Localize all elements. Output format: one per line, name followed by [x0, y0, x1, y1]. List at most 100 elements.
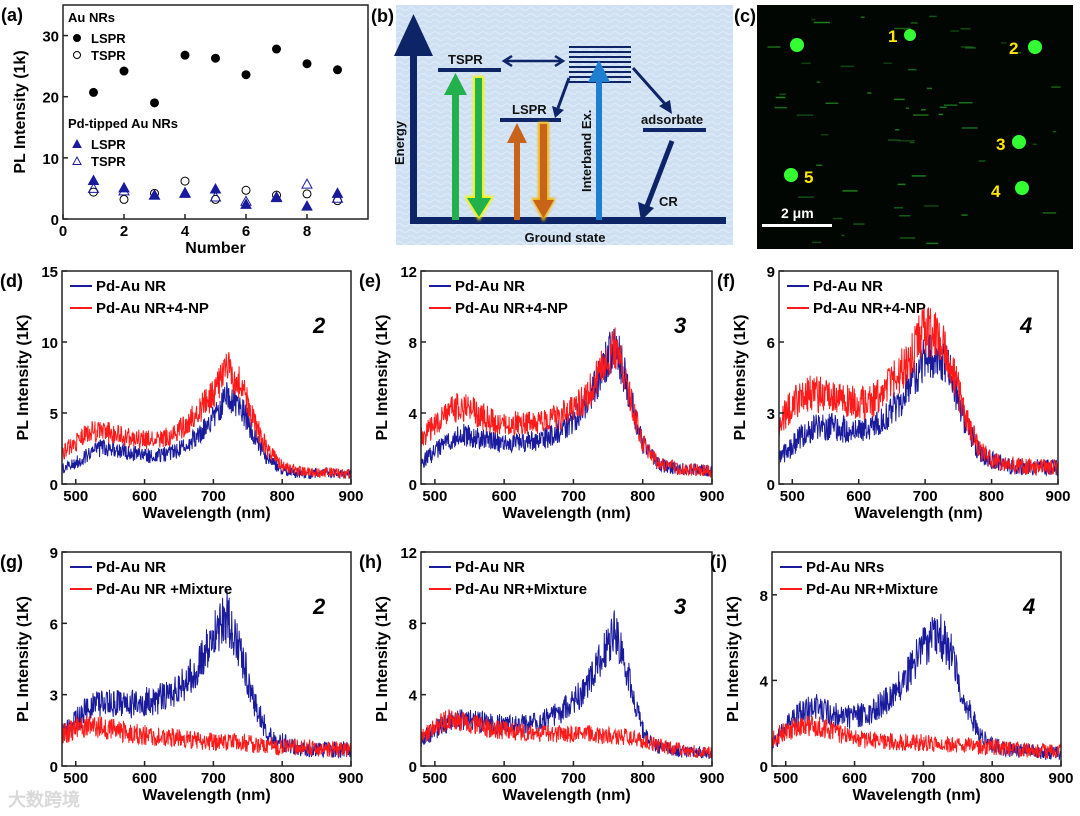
panel-label-g: (g) [0, 552, 23, 572]
background-streak [897, 183, 906, 186]
background-streak [905, 107, 909, 109]
y-tick-label: 9 [50, 545, 58, 562]
x-tick-label: 800 [270, 770, 295, 787]
sample-number-tag: 4 [1022, 594, 1035, 619]
background-streak [1042, 212, 1057, 214]
legend-marker [72, 138, 82, 148]
x-tick-label: 600 [846, 488, 871, 505]
y-tick-label: 6 [767, 335, 775, 352]
background-streak [926, 242, 939, 245]
sample-number-tag: 2 [312, 313, 326, 338]
background-streak [978, 160, 986, 162]
background-streak [894, 98, 905, 101]
sample-number-tag: 3 [674, 313, 686, 338]
data-point [118, 184, 130, 196]
sample-number-tag: 2 [312, 594, 326, 619]
data-point [87, 174, 100, 185]
y-tick-label: 20 [42, 90, 59, 107]
series-line-pd-au-nr-4-np [420, 327, 713, 479]
data-point [240, 195, 252, 206]
x-tick-label: 700 [561, 770, 586, 787]
background-streak [825, 102, 839, 104]
x-tick-label: 0 [59, 223, 67, 240]
x-tick-label: 600 [492, 488, 517, 505]
data-point [270, 190, 283, 202]
x-axis-label: Wavelength (nm) [854, 505, 982, 522]
background-streak [816, 164, 823, 167]
series-line-pd-au-nr [778, 333, 1058, 477]
tspr-label: TSPR [448, 52, 483, 67]
x-tick-label: 500 [422, 770, 447, 787]
interband-label: Interband Ex. [579, 110, 594, 192]
legend-label: Pd-Au NR+Mixture [455, 581, 587, 598]
data-point [148, 189, 161, 200]
y-axis-label: PL Intensity (1K) [15, 596, 32, 722]
background-streak [1052, 130, 1057, 133]
y-tick-label: 10 [42, 151, 59, 168]
x-tick-label: 4 [181, 223, 190, 240]
y-tick-label: 4 [409, 406, 418, 423]
background-streaks [767, 15, 1061, 245]
x-axis-label: Wavelength (nm) [142, 787, 270, 804]
y-tick-label: 12 [400, 264, 417, 281]
legend-label: Pd-Au NRs [806, 559, 884, 576]
background-streak [899, 237, 916, 239]
y-tick-label: 30 [42, 29, 59, 46]
y-axis-label: PL Intensity (1K) [725, 596, 742, 722]
y-tick-label: 3 [50, 688, 58, 705]
background-streak [796, 114, 814, 116]
background-streak [899, 140, 915, 142]
background-streak [899, 214, 911, 217]
chart-panel-e: (e) Pd-Au NR Pd-Au NR+4-NP 3 500 600 700 800 900… [359, 264, 725, 522]
x-tick-label: 500 [422, 488, 447, 505]
x-tick-label: 8 [303, 223, 311, 240]
plot-frame [61, 551, 352, 767]
x-tick-label: 700 [913, 488, 938, 505]
chart-panel-a: (a) Au NRs LSPR TSPR Pd-tipped Au NRs LSPR TSP… [1, 4, 369, 257]
x-tick-label: 700 [201, 488, 226, 505]
x-tick-label: 900 [338, 770, 363, 787]
panel-label-a: (a) [1, 5, 23, 25]
background-streak [923, 205, 939, 207]
plot-frame [61, 270, 352, 485]
background-streak [775, 96, 786, 99]
background-streak [842, 190, 858, 192]
y-tick-label: 15 [41, 264, 58, 281]
x-tick-label: 900 [1048, 770, 1073, 787]
sample-number-tag: 4 [1019, 313, 1032, 338]
background-streak [767, 46, 781, 48]
y-tick-label: 0 [50, 759, 58, 776]
x-tick-label: 700 [911, 770, 936, 787]
data-point [240, 198, 252, 209]
energy-arrowhead-icon [394, 14, 433, 56]
data-point [209, 183, 222, 194]
series-line-pd-au-nr-mixture [61, 715, 352, 758]
data-point [180, 50, 190, 60]
energy-axis [410, 45, 417, 223]
x-tick-label: 2 [120, 223, 128, 240]
background-streak [1051, 86, 1061, 88]
background-streak [832, 217, 843, 220]
scale-bar [762, 224, 832, 227]
x-tick-label: 800 [630, 488, 655, 505]
background-streak [938, 113, 943, 116]
spot-label-3: 3 [996, 135, 1005, 154]
chart-panel-h: (h) Pd-Au NR Pd-Au NR+Mixture 3 500 600 700 800… [359, 545, 725, 804]
y-tick-label: 12 [400, 545, 417, 562]
background-streak [961, 127, 978, 129]
legend-label: LSPR [91, 137, 126, 152]
panel-label-e: (e) [359, 271, 381, 291]
legend-label: Pd-Au NR+4-NP [813, 300, 926, 317]
plot-frame [778, 270, 1059, 485]
background-streak [929, 15, 937, 18]
y-tick-label: 9 [767, 264, 775, 281]
series-line-pd-au-nr-4-np [778, 304, 1059, 476]
background-streak [841, 234, 845, 237]
background-streak [1001, 42, 1007, 44]
y-tick-label: 0 [760, 759, 768, 776]
legend-marker [72, 155, 82, 165]
data-point [301, 178, 313, 189]
series-line-pd-au-nr-4-np [61, 351, 352, 479]
